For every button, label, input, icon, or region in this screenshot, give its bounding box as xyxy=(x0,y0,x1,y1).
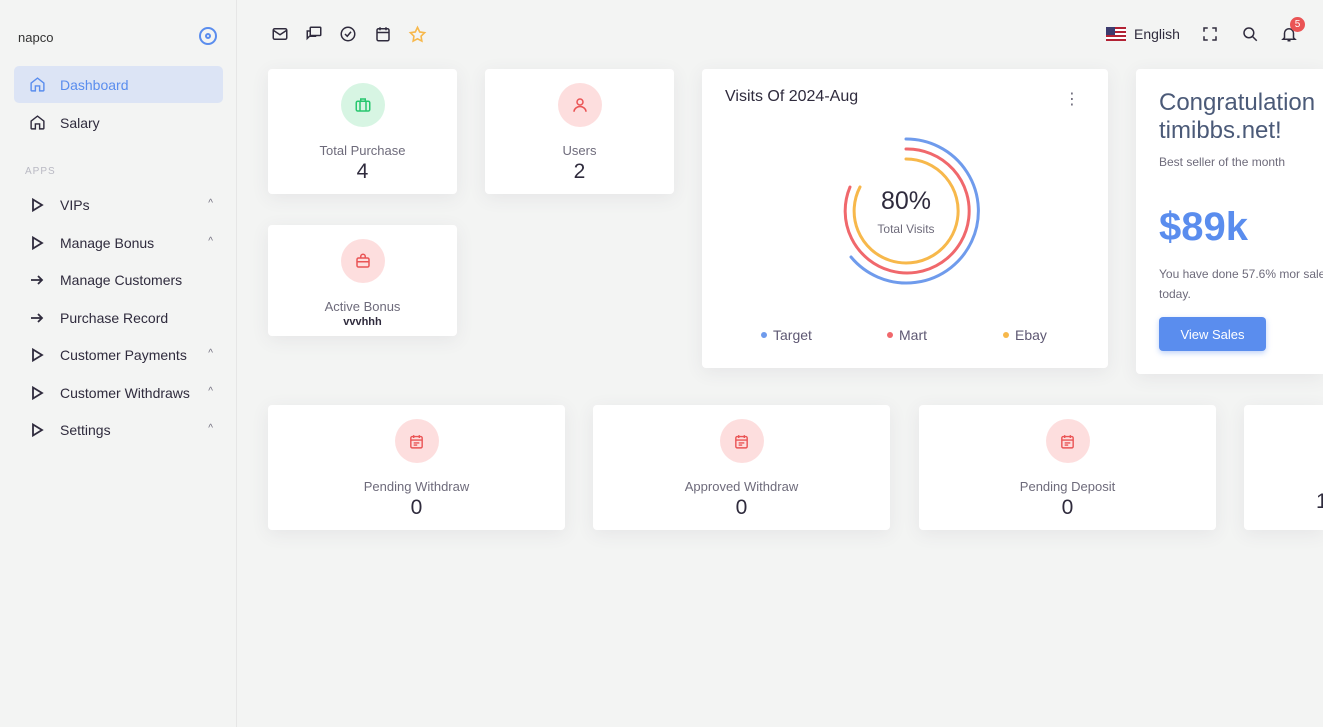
chevron-up-icon: ^ xyxy=(208,386,213,397)
sidebar-item-label: VIPs xyxy=(60,196,90,213)
calendar-icon[interactable] xyxy=(373,24,393,44)
chat-icon[interactable] xyxy=(304,24,324,44)
target-ring xyxy=(849,137,980,285)
congratulations-card: Congratulation timibbs.net! Best seller … xyxy=(1136,69,1323,374)
star-icon[interactable] xyxy=(407,24,427,44)
stat-label: Approved Withdraw xyxy=(684,479,799,494)
mart-ring xyxy=(843,147,971,275)
stat-value: vvvhhh xyxy=(343,316,382,328)
mail-icon[interactable] xyxy=(270,24,290,44)
calendar-icon xyxy=(719,419,764,463)
shopping-bag-icon xyxy=(340,239,385,283)
active-bonus-card: Active Bonus vvvhhh xyxy=(268,225,457,336)
pending-deposit-card: Pending Deposit 0 xyxy=(919,405,1216,530)
stat-value: 0 xyxy=(1061,496,1074,519)
sidebar-item-salary[interactable]: Salary xyxy=(14,104,223,141)
stat-value: 4 xyxy=(356,160,369,183)
chevron-up-icon: ^ xyxy=(208,423,213,434)
chevron-up-icon: ^ xyxy=(208,198,213,209)
stat-label: Pending Deposit xyxy=(1019,479,1116,494)
congrats-title-line1: Congratulation xyxy=(1159,89,1316,116)
triangle-right-icon xyxy=(14,197,60,212)
sidebar-item-manage-customers[interactable]: Manage Customers xyxy=(14,261,223,298)
sidebar-item-dashboard[interactable]: Dashboard xyxy=(14,66,223,103)
check-circle-icon[interactable] xyxy=(338,24,358,44)
sidebar-item-label: Manage Customers xyxy=(60,271,183,288)
section-label-apps: APPS xyxy=(25,166,56,177)
legend-label: Mart xyxy=(899,327,927,343)
home-icon xyxy=(14,114,60,131)
chart-center-value: 80% xyxy=(880,187,932,215)
sidebar-item-manage-bonus[interactable]: Manage Bonus ^ xyxy=(14,224,223,261)
brand-name[interactable]: napco xyxy=(18,30,54,45)
sidebar: napco Dashboard Salary APPS VIPs ^ Manag… xyxy=(0,0,237,727)
search-icon[interactable] xyxy=(1240,24,1260,44)
view-sales-button[interactable]: View Sales xyxy=(1159,317,1266,351)
language-selector[interactable]: English xyxy=(1106,24,1180,44)
chevron-up-icon: ^ xyxy=(208,348,213,359)
triangle-right-icon xyxy=(14,235,60,250)
sidebar-item-purchase-record[interactable]: Purchase Record xyxy=(14,299,223,336)
stat-label: Pending Withdraw xyxy=(363,479,470,494)
fullscreen-icon[interactable] xyxy=(1200,24,1220,44)
sidebar-item-label: Purchase Record xyxy=(60,309,169,326)
sidebar-item-label: Customer Payments xyxy=(60,346,187,363)
total-purchase-card: Total Purchase 4 xyxy=(268,69,457,194)
triangle-right-icon xyxy=(14,422,60,437)
legend-label: Target xyxy=(773,327,812,343)
legend-dot xyxy=(887,332,893,338)
chevron-up-icon: ^ xyxy=(208,236,213,247)
legend-item-ebay: Ebay xyxy=(1003,327,1047,343)
stat-label: Total Purchase xyxy=(319,143,406,158)
user-icon xyxy=(557,83,602,127)
users-card: Users 2 xyxy=(485,69,674,194)
congrats-title-line2: timibbs.net! xyxy=(1159,117,1282,144)
congrats-subtitle: Best seller of the month xyxy=(1159,155,1286,169)
radial-chart xyxy=(843,137,980,285)
stat-label: Active Bonus xyxy=(324,299,401,314)
sidebar-item-settings[interactable]: Settings ^ xyxy=(14,411,223,448)
sidebar-item-label: Manage Bonus xyxy=(60,234,155,251)
sidebar-item-vips[interactable]: VIPs ^ xyxy=(14,186,223,223)
calendar-icon xyxy=(1045,419,1090,463)
calendar-icon xyxy=(394,419,439,463)
congrats-description: You have done 57.6% mor sales today. xyxy=(1159,267,1323,301)
sidebar-item-customer-payments[interactable]: Customer Payments ^ xyxy=(14,336,223,373)
sidebar-item-customer-withdraws[interactable]: Customer Withdraws ^ xyxy=(14,374,223,411)
stat-label: Users xyxy=(562,143,597,158)
sidebar-toggle-icon[interactable] xyxy=(199,27,217,45)
legend-item-target: Target xyxy=(761,327,812,343)
sidebar-item-label: Dashboard xyxy=(60,76,129,93)
ebay-ring xyxy=(852,157,960,265)
sidebar-item-label: Settings xyxy=(60,421,111,438)
notification-badge: 5 xyxy=(1290,17,1305,32)
triangle-right-icon xyxy=(14,385,60,400)
legend-item-mart: Mart xyxy=(887,327,927,343)
stat-value: 0 xyxy=(410,496,423,519)
sales-amount: $89k xyxy=(1159,205,1248,249)
legend-label: Ebay xyxy=(1015,327,1047,343)
triangle-right-icon xyxy=(14,347,60,362)
us-flag-icon xyxy=(1106,27,1126,41)
arrow-right-icon xyxy=(14,273,60,287)
language-label: English xyxy=(1134,26,1180,42)
chart-center-label: Total Visits xyxy=(877,222,935,236)
pending-withdraw-card: Pending Withdraw 0 xyxy=(268,405,565,530)
chart-title: Visits Of 2024-Aug xyxy=(725,88,859,105)
arrow-right-icon xyxy=(14,311,60,325)
stat-value: 0 xyxy=(735,496,748,519)
legend-dot xyxy=(1003,332,1009,338)
congrats-title: Congratulation timibbs.net! xyxy=(1159,89,1315,145)
stat-value: 2 xyxy=(573,160,586,183)
sidebar-item-label: Customer Withdraws xyxy=(60,384,190,401)
approved-deposit-card-partial: 1 xyxy=(1244,405,1323,530)
home-icon xyxy=(14,76,60,93)
visits-chart-card: Visits Of 2024-Aug ⋮ 80% Total Visits Ta… xyxy=(702,69,1108,368)
stat-value: 1 xyxy=(1316,490,1323,513)
legend-dot xyxy=(761,332,767,338)
sidebar-item-label: Salary xyxy=(60,114,100,131)
approved-withdraw-card: Approved Withdraw 0 xyxy=(593,405,890,530)
briefcase-icon xyxy=(340,83,385,127)
more-vertical-icon[interactable]: ⋮ xyxy=(1064,91,1080,108)
